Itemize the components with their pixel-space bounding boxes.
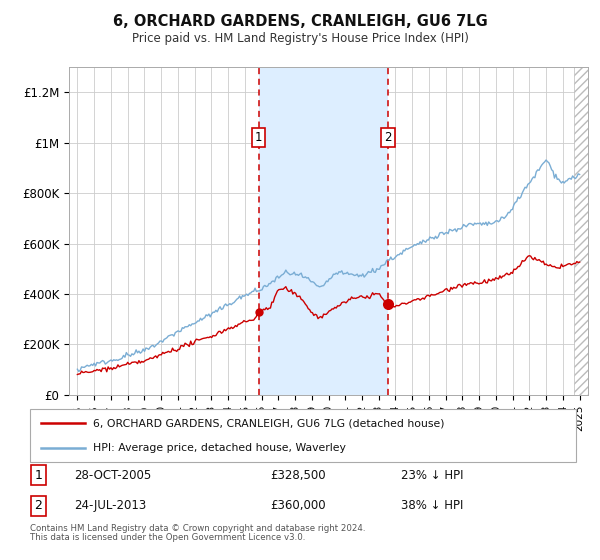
Text: 2: 2 [385,131,392,144]
Text: 1: 1 [34,469,42,482]
Text: HPI: Average price, detached house, Waverley: HPI: Average price, detached house, Wave… [93,442,346,452]
Bar [574,67,588,395]
Text: £328,500: £328,500 [270,469,326,482]
FancyBboxPatch shape [30,409,576,462]
Text: 23% ↓ HPI: 23% ↓ HPI [401,469,464,482]
Text: Price paid vs. HM Land Registry's House Price Index (HPI): Price paid vs. HM Land Registry's House … [131,32,469,45]
Text: 2: 2 [34,500,42,512]
Text: 6, ORCHARD GARDENS, CRANLEIGH, GU6 7LG (detached house): 6, ORCHARD GARDENS, CRANLEIGH, GU6 7LG (… [93,418,444,428]
Text: This data is licensed under the Open Government Licence v3.0.: This data is licensed under the Open Gov… [30,533,305,542]
Text: Contains HM Land Registry data © Crown copyright and database right 2024.: Contains HM Land Registry data © Crown c… [30,524,365,533]
Bar [259,67,388,395]
Text: 6, ORCHARD GARDENS, CRANLEIGH, GU6 7LG: 6, ORCHARD GARDENS, CRANLEIGH, GU6 7LG [113,14,487,29]
Text: 1: 1 [255,131,262,144]
Text: 28-OCT-2005: 28-OCT-2005 [74,469,151,482]
Text: 38% ↓ HPI: 38% ↓ HPI [401,500,464,512]
Text: 24-JUL-2013: 24-JUL-2013 [74,500,146,512]
Text: £360,000: £360,000 [270,500,326,512]
